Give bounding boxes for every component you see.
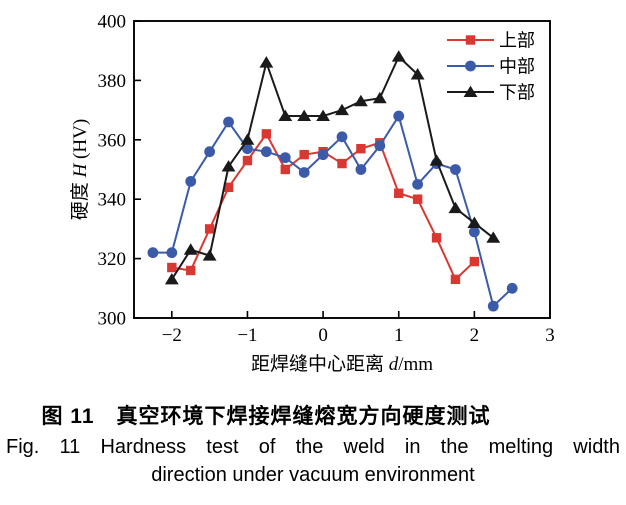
y-tick-label: 340	[98, 190, 127, 211]
square-marker	[394, 188, 404, 198]
triangle-marker	[391, 50, 406, 62]
y-tick-label: 380	[98, 71, 127, 92]
triangle-marker	[183, 243, 198, 255]
y-axis-label: 硬度 H (HV)	[69, 119, 91, 220]
triangle-marker	[202, 249, 217, 261]
triangle-marker	[354, 94, 368, 107]
legend-item: 中部	[447, 57, 535, 77]
caption-zh: 图 11 真空环境下焊接焊缝熔宽方向硬度测试	[41, 405, 491, 428]
triangle-marker	[467, 216, 482, 228]
square-marker	[204, 224, 215, 234]
circle-marker	[317, 149, 329, 161]
triangle-marker	[410, 68, 425, 80]
square-marker	[337, 158, 347, 169]
x-axis-label: 距焊缝中心距离 d/mm	[251, 353, 433, 375]
circle-marker	[393, 110, 405, 122]
square-marker	[465, 35, 476, 45]
x-tick-label: 0	[318, 325, 328, 346]
y-tick-label: 320	[98, 249, 127, 270]
series-circle	[147, 110, 518, 312]
circle-marker	[468, 226, 480, 238]
plot-border	[133, 20, 551, 319]
square-marker	[299, 149, 309, 160]
square-marker	[431, 233, 442, 243]
y-tick-label: 300	[98, 309, 127, 330]
x-tick-label: 2	[470, 325, 480, 346]
circle-marker	[487, 300, 499, 312]
square-marker	[261, 129, 272, 139]
square-marker	[167, 262, 177, 273]
hardness-line-chart: −2 −1 0 1 2 3 300 320 340 360 380 400 距焊缝中心距离 d/mm 硬度…	[69, 12, 555, 376]
legend-label: 下部	[499, 83, 535, 103]
caption-en-line1: Fig. 11 Hardness test of the weld in the…	[6, 436, 620, 458]
circle-marker	[147, 247, 159, 259]
square-marker	[242, 155, 253, 166]
x-tick-label: 3	[545, 325, 555, 346]
square-marker	[280, 164, 290, 175]
series-triangle	[164, 50, 501, 285]
circle-marker	[204, 146, 216, 158]
figure-caption: 图 11 真空环境下焊接焊缝熔宽方向硬度测试 Fig. 11 Hardness …	[0, 398, 626, 487]
y-tick-label: 360	[98, 130, 127, 151]
legend-item: 上部	[447, 31, 535, 51]
square-marker	[186, 265, 196, 276]
series-line	[170, 54, 494, 280]
triangle-marker	[372, 91, 387, 104]
triangle-marker	[486, 231, 501, 243]
x-tick-label: 1	[394, 325, 404, 346]
triangle-marker	[335, 103, 349, 116]
circle-marker	[223, 116, 234, 128]
hardness-chart-container: −2 −1 0 1 2 3 300 320 340 360 380 400 距焊缝中心距离 d/mm 硬度…	[69, 12, 555, 376]
circle-marker	[242, 143, 253, 155]
square-marker	[356, 144, 366, 154]
triangle-marker	[278, 109, 293, 122]
circle-marker	[260, 146, 272, 158]
triangle-marker	[221, 160, 236, 172]
triangle-marker	[259, 56, 274, 68]
y-tick-label: 400	[98, 12, 127, 33]
circle-marker	[166, 247, 178, 259]
x-tick-label: −2	[162, 325, 182, 346]
circle-marker	[374, 140, 386, 152]
circle-marker	[298, 167, 310, 178]
legend-label: 中部	[499, 57, 535, 77]
triangle-marker	[164, 272, 179, 285]
triangle-marker	[463, 85, 478, 97]
circle-marker	[279, 152, 291, 164]
circle-marker	[336, 131, 348, 143]
triangle-marker	[297, 109, 312, 122]
x-tick-label: −1	[237, 325, 257, 346]
square-marker	[450, 274, 461, 285]
square-marker	[412, 194, 423, 204]
circle-marker	[450, 164, 461, 175]
circle-marker	[465, 60, 476, 72]
legend-label: 上部	[499, 31, 535, 51]
circle-marker	[506, 282, 518, 294]
circle-marker	[412, 178, 424, 190]
square-marker	[469, 256, 480, 267]
square-marker	[223, 182, 234, 193]
triangle-marker	[240, 133, 255, 145]
triangle-marker	[448, 201, 463, 214]
triangle-marker	[429, 154, 444, 166]
triangle-marker	[316, 109, 330, 122]
legend-item: 下部	[447, 83, 535, 103]
caption-en-line2: direction under vacuum environment	[151, 464, 475, 486]
circle-marker	[355, 164, 367, 175]
circle-marker	[185, 175, 197, 187]
